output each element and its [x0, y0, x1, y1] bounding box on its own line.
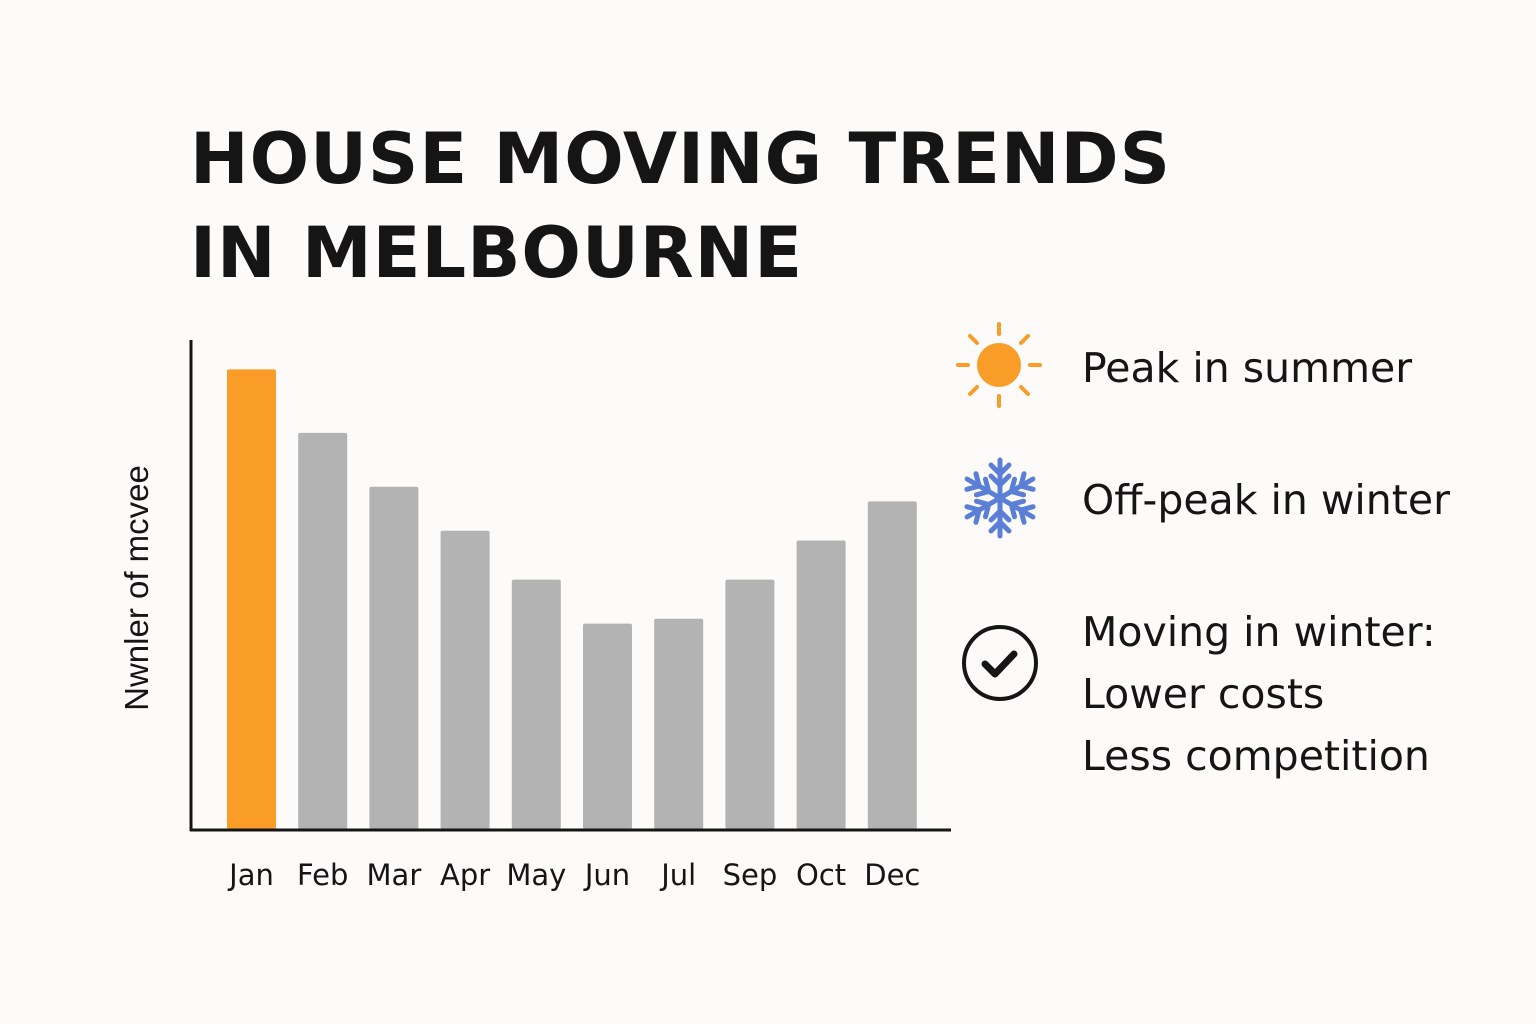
y-axis-label: Nwnler of mcvee — [118, 465, 155, 711]
sun-icon — [956, 322, 1042, 408]
x-tick-label-feb: Feb — [297, 858, 348, 892]
x-tick-label-sep: Sep — [723, 858, 778, 892]
bar-oct — [796, 540, 846, 829]
title-line-1: HOUSE MOVING TRENDS — [190, 118, 1172, 200]
legend-item-off-peak: Off-peak in winter — [1082, 469, 1450, 531]
legend-item-peak: Peak in summer — [1082, 337, 1412, 399]
x-tick-label-mar: Mar — [367, 858, 422, 892]
legend-text: Off-peak in winter — [1082, 476, 1450, 524]
legend-text: Moving in winter: — [1082, 608, 1436, 656]
bar-jul — [654, 618, 704, 829]
x-tick-label-jan: Jan — [227, 858, 274, 892]
legend-text: Lower costs — [1082, 670, 1325, 718]
bar-dec — [867, 501, 917, 829]
snowflake-icon — [962, 457, 1038, 540]
x-tick-label-may: May — [506, 858, 566, 892]
bar-may — [511, 579, 561, 829]
legend-text: Peak in summer — [1082, 344, 1413, 392]
legend-text: Less competition — [1082, 732, 1430, 780]
bar-jun — [583, 623, 632, 829]
bar-feb — [298, 432, 348, 829]
x-tick-label-jun: Jun — [583, 858, 630, 892]
bars-group — [227, 369, 917, 829]
check-circle-icon — [962, 625, 1038, 701]
x-tick-label-jul: Jul — [659, 858, 696, 892]
chart-title: HOUSE MOVING TRENDS IN MELBOURNE — [190, 112, 1171, 300]
x-tick-label-oct: Oct — [796, 858, 846, 892]
title-line-2: IN MELBOURNE — [190, 212, 804, 294]
bar-apr — [440, 530, 490, 829]
bar-sep — [725, 579, 775, 829]
legend-item-winter-benefits: Moving in winter: Lower costs Less compe… — [1082, 601, 1436, 787]
bar-mar — [369, 486, 419, 829]
x-tick-label-dec: Dec — [864, 858, 920, 892]
x-tick-labels: Jan Feb Mar Apr May Jun Jul Sep Oct Dec — [227, 858, 920, 892]
x-tick-label-apr: Apr — [440, 858, 490, 892]
bar-jan — [227, 369, 276, 829]
